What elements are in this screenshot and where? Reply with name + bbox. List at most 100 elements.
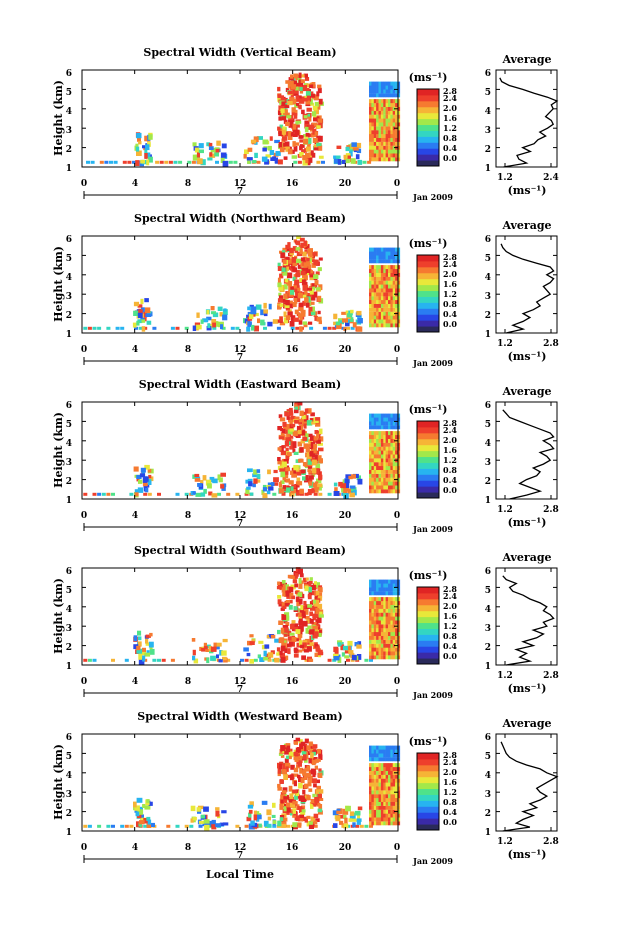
colorbar-swatch bbox=[417, 326, 439, 333]
day-label: 7 bbox=[237, 519, 243, 529]
heatmap-cell bbox=[371, 247, 374, 252]
heatmap-cell bbox=[395, 749, 398, 754]
heatmap-cell bbox=[152, 326, 157, 330]
heatmap-cell bbox=[385, 435, 389, 439]
heatmap-cell bbox=[376, 118, 379, 123]
heatmap-cell bbox=[145, 307, 151, 313]
y-tick: 1 bbox=[66, 330, 72, 340]
heatmap-cell bbox=[390, 303, 393, 308]
heatmap-cell bbox=[281, 480, 285, 485]
heatmap-cell bbox=[383, 81, 386, 86]
heatmap-cell bbox=[148, 156, 153, 163]
panel-title: Spectral Width (Eastward Beam) bbox=[139, 378, 341, 391]
heatmap-cell bbox=[146, 799, 150, 803]
heatmap-cell bbox=[388, 435, 391, 439]
heatmap-cell bbox=[92, 492, 97, 496]
heatmap-cell bbox=[390, 255, 393, 260]
heatmap-cell bbox=[145, 642, 150, 646]
heatmap-cell bbox=[385, 628, 389, 633]
heatmap-cell bbox=[385, 284, 389, 289]
heatmap-cell bbox=[247, 160, 251, 164]
heatmap-cell bbox=[344, 655, 350, 659]
heatmap-cell bbox=[369, 145, 372, 150]
heatmap-cell bbox=[383, 413, 386, 418]
colorbar-swatch bbox=[417, 604, 439, 612]
heatmap-cell bbox=[317, 310, 321, 315]
heatmap-cell bbox=[283, 633, 288, 637]
heatmap-cell bbox=[294, 104, 298, 108]
heatmap-cell bbox=[129, 492, 134, 496]
heatmap-cell bbox=[289, 470, 294, 475]
heatmap-cell bbox=[274, 638, 280, 643]
heatmap-cell bbox=[397, 431, 401, 436]
heatmap-cell bbox=[240, 658, 244, 662]
heatmap-cell bbox=[390, 435, 393, 439]
heatmap-cell bbox=[292, 448, 296, 453]
heatmap-cell bbox=[129, 824, 134, 828]
heatmap-cell bbox=[298, 319, 303, 325]
avg-x-tick: 1.2 bbox=[497, 173, 513, 183]
heatmap-cell bbox=[373, 300, 377, 304]
heatmap-cell bbox=[373, 805, 377, 810]
heatmap-cell bbox=[388, 276, 391, 281]
heatmap-cell bbox=[380, 597, 384, 602]
heatmap-cell bbox=[371, 446, 374, 451]
heatmap-cell bbox=[297, 292, 303, 299]
heatmap-cell bbox=[317, 87, 322, 94]
heatmap-cell bbox=[373, 635, 377, 640]
colorbar-tick: 0.0 bbox=[443, 153, 457, 163]
heatmap-cell bbox=[383, 458, 386, 463]
heatmap-cell bbox=[378, 817, 382, 822]
heatmap-cell bbox=[279, 316, 283, 322]
heatmap-cell bbox=[249, 492, 254, 496]
heatmap-cell bbox=[297, 264, 302, 269]
heatmap-cell bbox=[299, 492, 304, 496]
heatmap-cell bbox=[371, 477, 374, 482]
heatmap-cell bbox=[378, 481, 382, 486]
heatmap-cell bbox=[392, 413, 396, 418]
heatmap-cell bbox=[369, 481, 372, 486]
heatmap-cell bbox=[385, 450, 389, 455]
heatmap-cell bbox=[313, 311, 318, 317]
heatmap-cell bbox=[282, 640, 287, 645]
heatmap-cell bbox=[300, 644, 305, 649]
heatmap-cell bbox=[397, 284, 401, 289]
heatmap-cell bbox=[371, 628, 374, 633]
heatmap-cell bbox=[373, 489, 377, 494]
avg-x-tick: 2.8 bbox=[543, 339, 559, 349]
heatmap-cell bbox=[397, 763, 401, 768]
heatmap-cell bbox=[383, 311, 386, 316]
heatmap-cell bbox=[277, 277, 281, 284]
heatmap-cell bbox=[373, 137, 377, 142]
heatmap-cell bbox=[376, 93, 379, 98]
heatmap-cell bbox=[388, 431, 391, 436]
heatmap-cell bbox=[397, 247, 401, 252]
heatmap-cell bbox=[136, 474, 142, 479]
heatmap-cell bbox=[364, 658, 369, 662]
heatmap-cell bbox=[373, 749, 377, 754]
heatmap-cell bbox=[378, 770, 382, 775]
heatmap-cell bbox=[380, 454, 384, 459]
heatmap-cell bbox=[308, 658, 314, 662]
heatmap-cell bbox=[397, 134, 401, 138]
heatmap-cell bbox=[385, 587, 389, 592]
heatmap-cell bbox=[395, 612, 398, 617]
heatmap-cell bbox=[378, 620, 382, 625]
heatmap-cell bbox=[313, 147, 319, 151]
heatmap-cell bbox=[390, 413, 393, 418]
heatmap-cell bbox=[83, 492, 88, 496]
heatmap-cell bbox=[378, 323, 382, 328]
heatmap-cell bbox=[371, 296, 374, 301]
axis-ticks bbox=[81, 235, 399, 334]
heatmap-cell bbox=[350, 326, 355, 330]
heatmap-cell bbox=[373, 315, 377, 320]
heatmap-cell bbox=[134, 326, 138, 330]
heatmap-cell bbox=[371, 616, 374, 621]
x-tick: 12 bbox=[234, 179, 247, 189]
heatmap-cell bbox=[395, 93, 398, 98]
heatmap-cell bbox=[314, 765, 318, 770]
heatmap-cell bbox=[316, 478, 322, 484]
heatmap-cell bbox=[301, 805, 306, 810]
heatmap-cell bbox=[395, 745, 398, 750]
heatmap-cell bbox=[392, 639, 396, 644]
